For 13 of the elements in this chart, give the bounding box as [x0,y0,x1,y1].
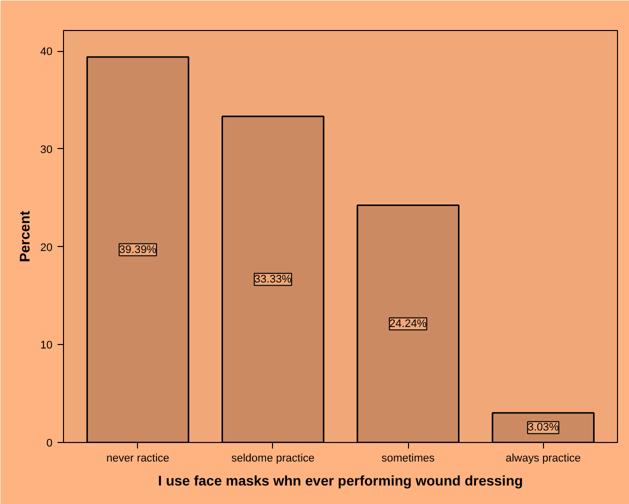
x-tick-label: sometimes [381,452,436,464]
y-axis-title: Percent [16,210,32,262]
y-tick-label: 20 [40,242,53,254]
y-tick-label: 10 [40,340,53,352]
data-label: 39.39% [119,244,157,256]
y-tick-label: 0 [46,438,53,450]
x-axis-title: I use face masks whn ever performing wound dressing [158,472,523,488]
data-label: 3.03% [528,422,559,434]
x-tick-label: always practice [506,452,581,464]
x-tick-label: never ractice [106,452,170,464]
y-tick-label: 40 [40,46,53,58]
x-tick-label: seldome practice [231,452,315,464]
y-tick-label: 30 [40,144,53,156]
